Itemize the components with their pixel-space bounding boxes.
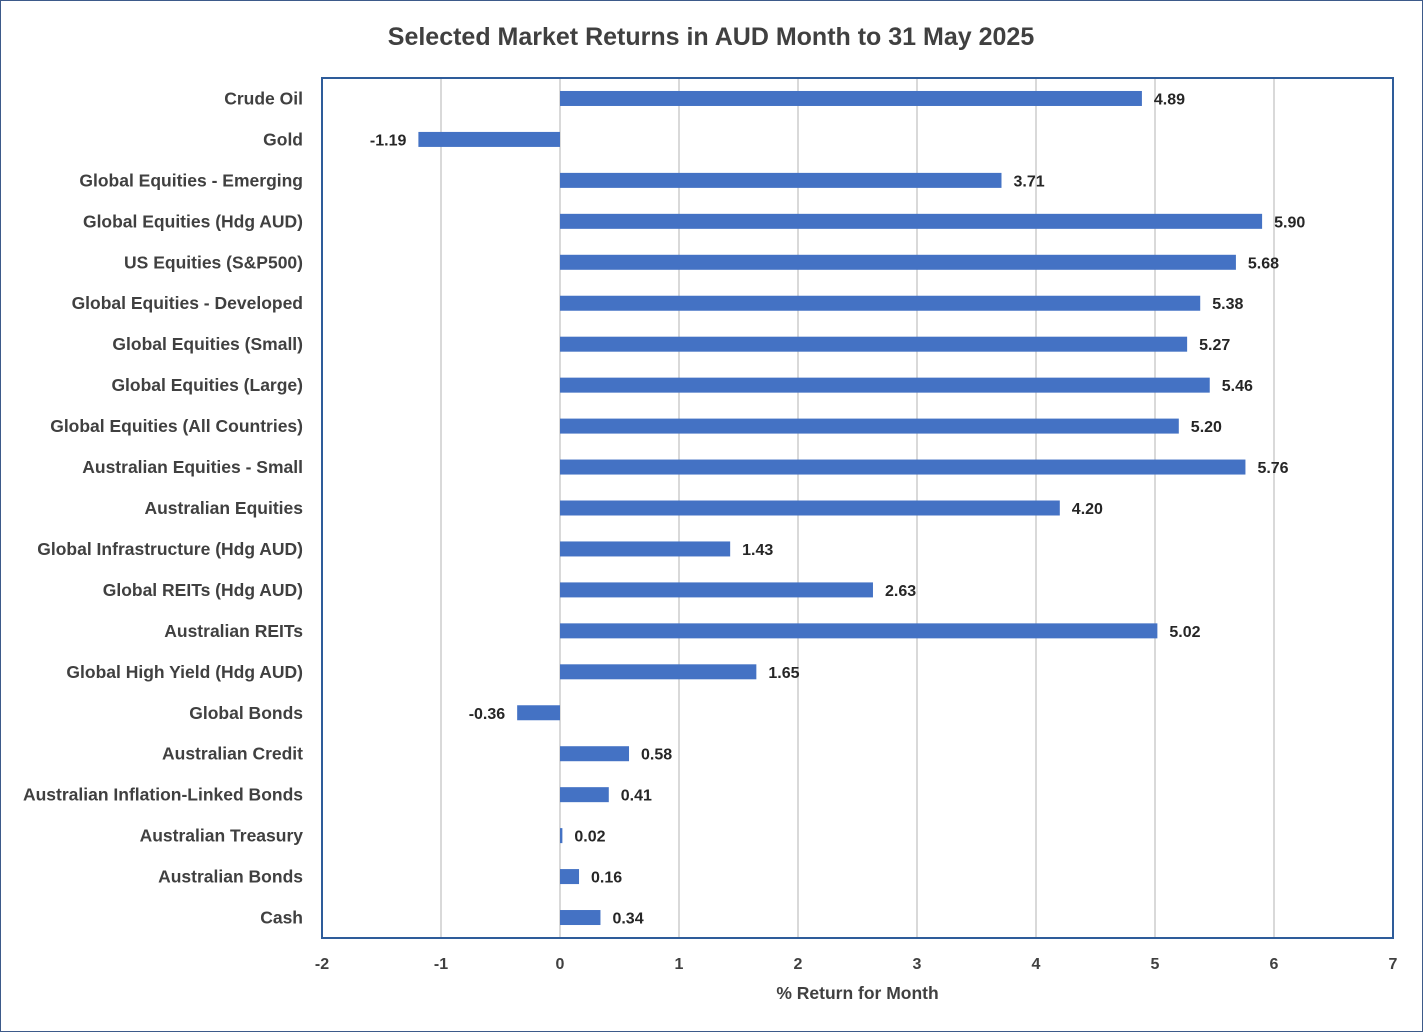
data-label: 5.27 [1199, 337, 1230, 354]
bar [560, 746, 630, 762]
data-label: 5.90 [1274, 214, 1305, 231]
category-label: Global Equities - Emerging [79, 170, 303, 190]
bar [560, 172, 1002, 188]
x-tick-label: 6 [1270, 956, 1279, 973]
x-tick-label: 1 [675, 956, 684, 973]
category-label: Global Equities (All Countries) [50, 416, 303, 436]
category-label: Australian Bonds [158, 867, 303, 887]
bar [560, 582, 873, 598]
bar [560, 377, 1210, 393]
category-label: US Equities (S&P500) [124, 252, 303, 272]
data-label: 0.34 [612, 911, 643, 928]
data-labels: 4.89 -1.19 3.71 5.90 5.68 5.38 5.27 5.46 5.20 5.7… [370, 91, 1305, 927]
data-label: 0.58 [641, 747, 672, 764]
category-label: Australian Equities [144, 498, 303, 518]
category-label: Global Equities - Developed [72, 293, 303, 313]
bar [560, 828, 563, 844]
bar [560, 418, 1179, 434]
bar [560, 295, 1201, 311]
bar [560, 664, 757, 680]
data-label: 1.65 [768, 665, 799, 682]
bar [560, 254, 1236, 270]
x-tick-label: 5 [1151, 956, 1160, 973]
bar [560, 910, 601, 926]
data-label: 0.41 [621, 788, 652, 805]
x-tick-label: 0 [556, 956, 565, 973]
x-tick-label: 2 [794, 956, 803, 973]
x-tick-label: -1 [434, 956, 448, 973]
category-labels: Crude Oil Gold Global Equities - Emerging G… [23, 88, 303, 927]
category-label: Global Equities (Hdg AUD) [83, 211, 303, 231]
data-label: 0.02 [574, 829, 605, 846]
data-label: 5.02 [1169, 624, 1200, 641]
bar [560, 459, 1246, 475]
x-axis-tick-labels: -2 -1 0 1 2 3 4 5 6 7 [315, 956, 1398, 973]
chart-title: Selected Market Returns in AUD Month to … [388, 23, 1035, 51]
bar [560, 869, 580, 885]
bar [560, 90, 1142, 106]
plot-area-border [321, 77, 1394, 939]
data-label: 3.71 [1013, 173, 1044, 190]
category-label: Australian REITs [164, 621, 303, 641]
category-label: Global Equities (Small) [112, 334, 303, 354]
x-tick-label: 7 [1389, 956, 1398, 973]
bar [560, 787, 609, 803]
data-label: 4.89 [1154, 91, 1185, 108]
data-label: 1.43 [742, 542, 773, 559]
bar [560, 213, 1263, 229]
bar [560, 623, 1158, 639]
data-label: 5.76 [1257, 460, 1288, 477]
bar [560, 500, 1060, 516]
bar [517, 705, 560, 721]
data-label: 5.46 [1222, 378, 1253, 395]
data-label: -1.19 [370, 132, 407, 149]
category-label: Global High Yield (Hdg AUD) [66, 662, 303, 682]
data-label: -0.36 [469, 706, 506, 723]
x-tick-label: 4 [1032, 956, 1041, 973]
data-label: 5.38 [1212, 296, 1243, 313]
category-label: Global Equities (Large) [111, 375, 303, 395]
category-label: Cash [260, 908, 303, 928]
data-label: 5.20 [1191, 419, 1222, 436]
data-label: 0.16 [591, 870, 622, 887]
bar [560, 336, 1188, 352]
category-label: Crude Oil [224, 88, 303, 108]
category-label: Australian Inflation-Linked Bonds [23, 785, 303, 805]
category-label: Gold [263, 129, 303, 149]
data-label: 2.63 [885, 583, 916, 600]
category-label: Australian Treasury [140, 826, 304, 846]
category-label: Australian Equities - Small [82, 457, 303, 477]
data-label: 4.20 [1072, 501, 1103, 518]
category-label: Australian Credit [162, 744, 303, 764]
bars [418, 90, 1263, 926]
bar [560, 541, 731, 557]
x-tick-label: -2 [315, 956, 329, 973]
x-tick-label: 3 [913, 956, 922, 973]
bar [418, 131, 560, 147]
category-label: Global Infrastructure (Hdg AUD) [37, 539, 303, 559]
category-label: Global Bonds [189, 703, 303, 723]
data-label: 5.68 [1248, 255, 1279, 272]
x-axis-title: % Return for Month [776, 983, 938, 1003]
category-label: Global REITs (Hdg AUD) [103, 580, 303, 600]
